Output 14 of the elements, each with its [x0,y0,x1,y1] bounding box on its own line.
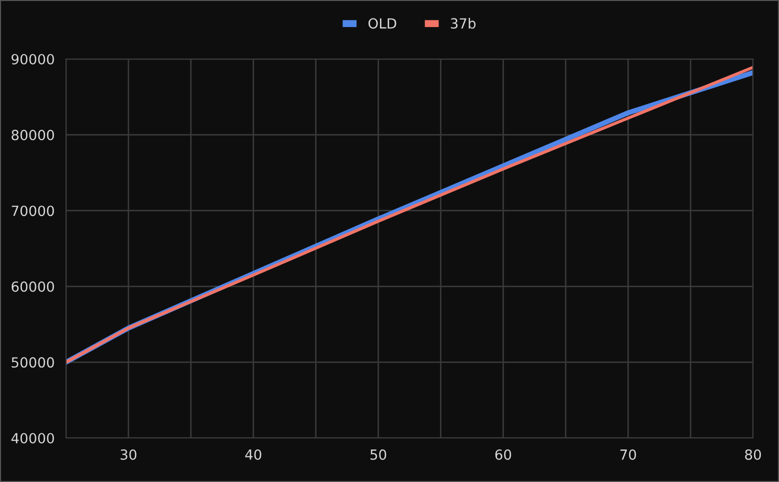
x-tick-label: 40 [245,449,262,460]
x-tick-label: 30 [120,449,136,460]
y-tick-label: 80000 [12,130,54,140]
x-tick-label: 60 [495,449,512,460]
x-tick-label: 50 [370,449,386,460]
x-tick-label: 70 [620,449,636,460]
legend-label: OLD [368,18,396,29]
x-tick-label: 80 [745,449,761,460]
y-tick-label: 40000 [11,432,54,444]
y-tick-label: 50000 [12,357,54,368]
legend-label: 37b [450,18,476,29]
y-tick-label: 90000 [12,54,54,64]
y-tick-label: 70000 [12,206,54,216]
y-tick-label: 60000 [12,281,54,292]
